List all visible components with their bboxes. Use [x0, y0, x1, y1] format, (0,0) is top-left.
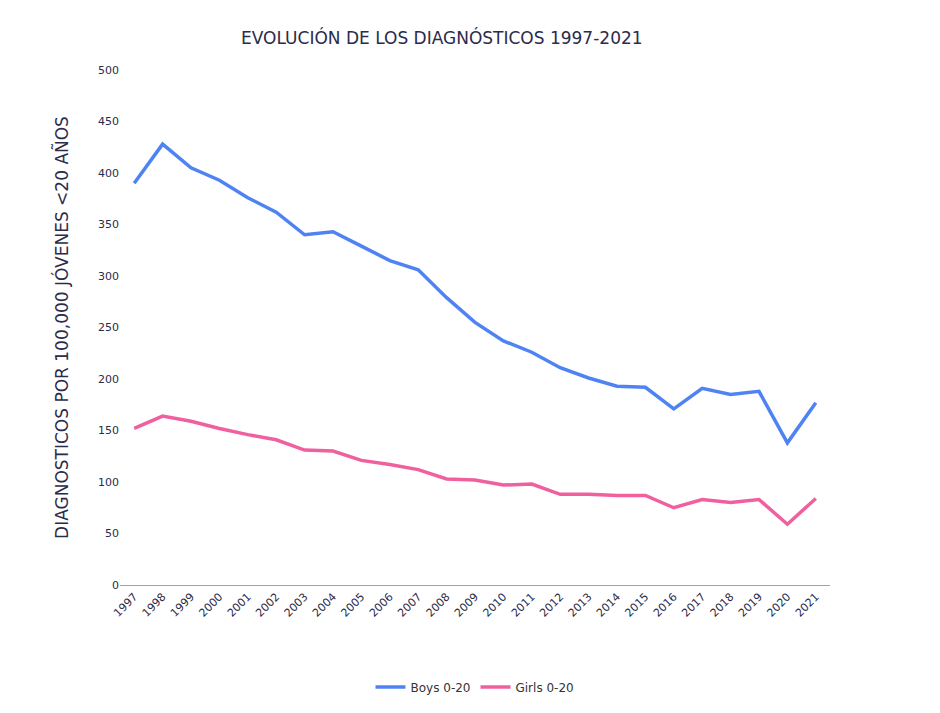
svg-text:500: 500	[98, 64, 119, 77]
svg-text:2010: 2010	[480, 591, 509, 620]
svg-text:2007: 2007	[395, 591, 424, 620]
svg-text:2003: 2003	[282, 591, 311, 620]
svg-text:2008: 2008	[424, 591, 453, 620]
svg-text:2017: 2017	[679, 591, 708, 620]
svg-text:350: 350	[98, 218, 119, 231]
svg-text:1997: 1997	[111, 591, 140, 620]
svg-text:2012: 2012	[537, 591, 566, 620]
svg-text:200: 200	[98, 373, 119, 386]
svg-text:2005: 2005	[338, 591, 367, 620]
svg-text:2013: 2013	[566, 591, 595, 620]
svg-text:150: 150	[98, 424, 119, 437]
svg-text:Girls 0-20: Girls 0-20	[515, 681, 573, 695]
svg-text:2015: 2015	[622, 591, 651, 620]
svg-text:2004: 2004	[310, 591, 339, 620]
svg-text:2002: 2002	[253, 591, 282, 620]
svg-text:1998: 1998	[140, 591, 169, 620]
svg-text:Boys 0-20: Boys 0-20	[411, 681, 471, 695]
svg-text:450: 450	[98, 115, 119, 128]
svg-text:2011: 2011	[509, 591, 538, 620]
svg-text:1999: 1999	[168, 591, 197, 620]
svg-text:2018: 2018	[708, 591, 737, 620]
svg-text:100: 100	[98, 476, 119, 489]
svg-text:EVOLUCIÓN DE LOS DIAGNÓSTICOS: EVOLUCIÓN DE LOS DIAGNÓSTICOS 1997-2021	[241, 27, 643, 48]
svg-text:2020: 2020	[764, 591, 793, 620]
svg-text:400: 400	[98, 167, 119, 180]
svg-text:300: 300	[98, 270, 119, 283]
svg-text:DIAGNOSTICOS POR 100,000 JÓVEN: DIAGNOSTICOS POR 100,000 JÓVENES <20 AÑO…	[51, 116, 72, 539]
svg-text:2006: 2006	[367, 591, 396, 620]
svg-text:2001: 2001	[225, 591, 254, 620]
svg-text:2019: 2019	[736, 591, 765, 620]
svg-text:2021: 2021	[793, 591, 822, 620]
svg-text:50: 50	[105, 527, 119, 540]
svg-text:0: 0	[112, 579, 119, 592]
svg-text:2014: 2014	[594, 591, 623, 620]
svg-text:2016: 2016	[651, 591, 680, 620]
svg-text:2009: 2009	[452, 591, 481, 620]
svg-text:2000: 2000	[196, 591, 225, 620]
svg-text:250: 250	[98, 321, 119, 334]
